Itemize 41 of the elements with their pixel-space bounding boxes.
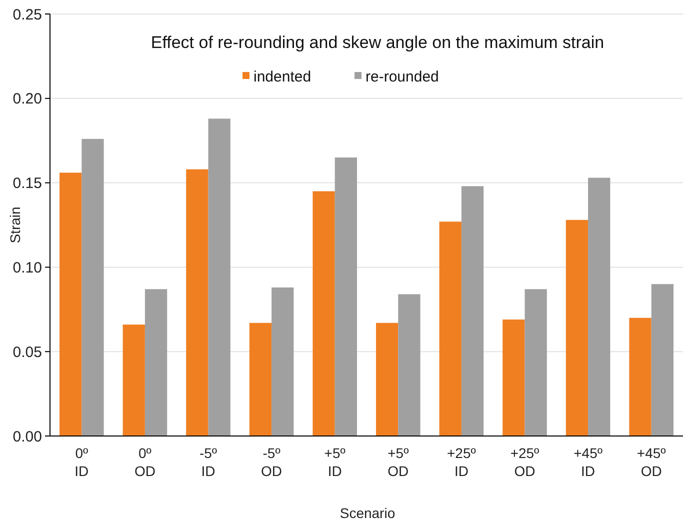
bar [398,294,420,436]
bar [524,289,547,436]
x-axis-title: Scenario [340,505,396,521]
x-tick-label: +5º OD [388,445,409,479]
y-tick-label: 0.10 [12,259,42,276]
y-tick-label: 0.00 [12,428,42,446]
x-tick-label: +45º OD [636,445,666,479]
bar [249,322,272,436]
y-axis-title: Strain [7,206,23,244]
bar [651,284,674,436]
bar [186,169,208,436]
legend-label: re-rounded [366,68,439,86]
bar [82,138,104,436]
x-tick-label: +25º ID [447,445,476,479]
x-tick-label: -5º ID [199,445,218,479]
x-tick-label: 0º ID [74,445,89,479]
bar [272,287,294,436]
bar [502,320,525,436]
x-tick-label: +45º ID [574,445,602,479]
x-tick-label: +25º OD [510,445,540,479]
x-tick-label: 0º OD [134,445,156,479]
text: Effect of re-rounding and skew angle on the maximum strain [150,33,604,52]
y-tick-label: 0.15 [12,175,42,192]
y-tick-label: 0.25 [12,6,42,24]
bar [312,191,335,436]
bar [334,157,358,436]
bar [461,186,484,436]
bar [439,222,462,436]
bar [376,322,398,436]
y-tick-label: 0.05 [12,344,42,361]
x-tick-label: +5º ID [324,445,346,479]
bar [208,118,230,436]
bar [144,289,168,436]
x-tick-label: -5º OD [261,445,282,479]
bar [566,220,588,436]
bar [588,178,610,436]
y-tick-label: 0.20 [12,90,42,108]
bar [59,172,82,436]
legend-label: indented [254,68,312,86]
bar [122,324,145,436]
bar [629,318,652,436]
